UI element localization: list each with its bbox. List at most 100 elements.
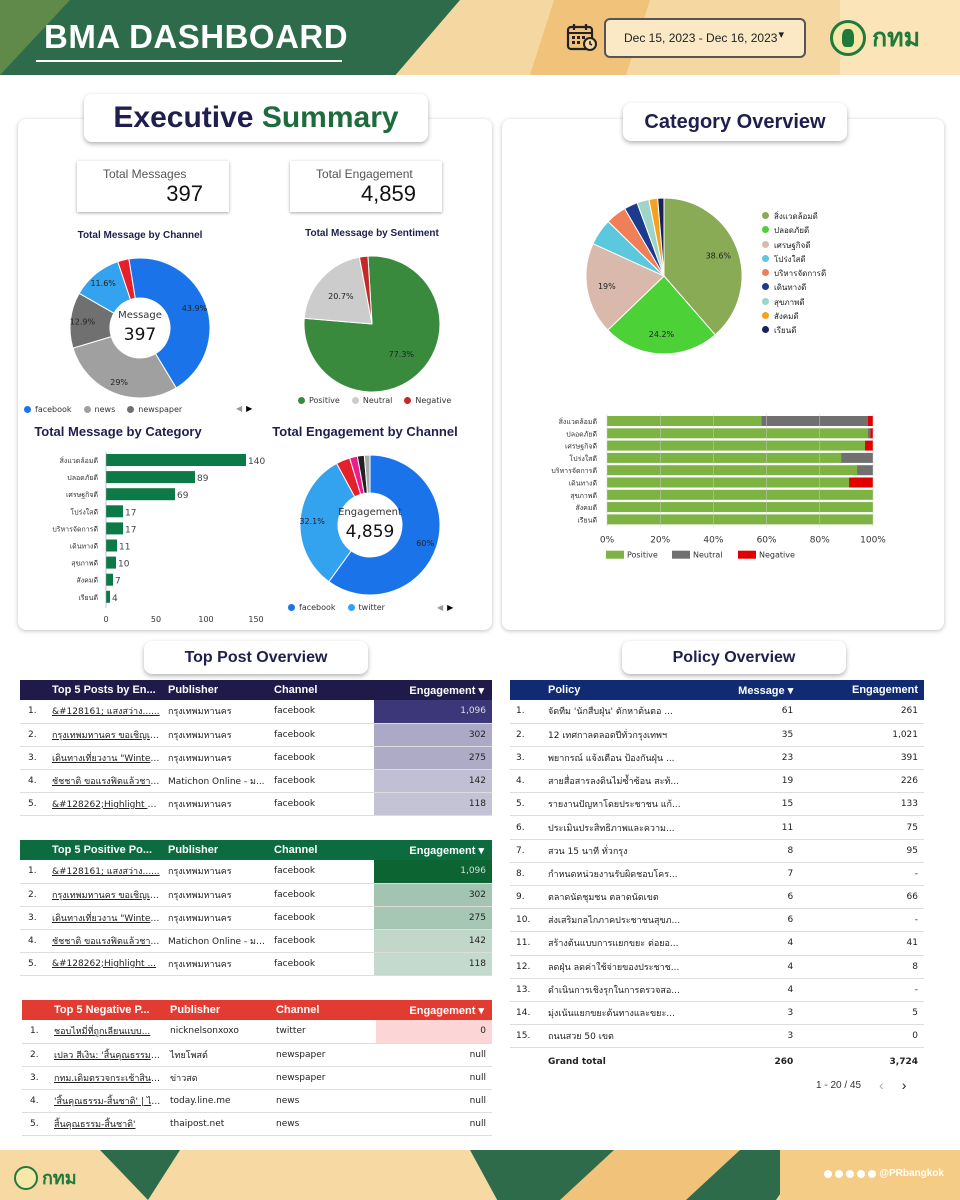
row-index: 4. — [20, 769, 48, 793]
post-link[interactable]: เดินทางเที่ยวงาน "Winter... — [48, 906, 164, 930]
table-row[interactable]: 7. สวน 15 นาที ทั่วกรุง 8 95 — [510, 839, 924, 863]
legend-label: Negative — [759, 551, 795, 560]
table-row[interactable]: 5. &#128262;Highlight ง... กรุงเทพมหานคร fa… — [20, 792, 492, 816]
top-post-overview-title: Top Post Overview — [144, 641, 368, 674]
post-link[interactable]: &#128161; แสงสว่าง...... — [48, 700, 164, 724]
legend-pager[interactable]: ◀ ▶ — [437, 603, 454, 612]
column-header[interactable]: Publisher — [170, 1004, 221, 1016]
column-header[interactable]: Top 5 Positive Po... — [52, 844, 153, 856]
table-row[interactable]: 5. รายงานปัญหาโดยประชาชน แก้... 15 133 — [510, 792, 924, 817]
column-header[interactable]: Engagement — [851, 684, 918, 696]
row-index: 3. — [20, 906, 48, 930]
table-row[interactable]: 3. เดินทางเที่ยวงาน "Winter... กรุงเทพมหาน… — [20, 906, 492, 930]
column-header[interactable]: Message ▾ — [738, 684, 794, 697]
table-row[interactable]: 1. &#128161; แสงสว่าง...... กรุงเทพมหานคร f… — [20, 860, 492, 884]
grand-total-engagement: 3,724 — [889, 1057, 918, 1068]
bar-value-label: 10 — [118, 560, 130, 570]
table-row[interactable]: 13. ดำเนินการเชิงรุกในการตรวจสอ... 4- — [510, 978, 924, 1002]
chevron-right-icon[interactable]: › — [901, 1077, 907, 1093]
date-range-picker[interactable]: Dec 15, 2023 - Dec 16, 2023 ▾ — [604, 18, 806, 58]
engagement-cell: 0 — [376, 1020, 492, 1044]
table-row[interactable]: 3. เดินทางเที่ยวงาน "Winter ... กรุงเทพมหา… — [20, 746, 492, 770]
table-row[interactable]: 4. 'สิ้นคุณธรรม-สิ้นชาติ' | ไทย... today.l… — [22, 1089, 492, 1113]
column-header[interactable]: Policy — [548, 684, 581, 696]
table-row[interactable]: 2. กรุงเทพมหานคร ขอเชิญเที่... กรุงเทพมหาน… — [20, 883, 492, 907]
kpi-label: Total Engagement — [316, 167, 413, 181]
table-row[interactable]: 1. &#128161; แสงสว่าง...... กรุงเทพมหานคร f… — [20, 700, 492, 724]
post-link[interactable]: กทม.เดิมตรวจกระเช้าสินค้า... — [50, 1066, 166, 1090]
column-header[interactable]: Channel — [276, 1004, 320, 1016]
table-row[interactable]: 4. ชัชชาติ ขอแรงฟิตแล้วชา ไ... Matichon On… — [20, 929, 492, 953]
table-row[interactable]: 2. กรุงเทพมหานคร ขอเชิญเที่... กรุงเทพมหาน… — [20, 723, 492, 747]
table-row[interactable]: 12. ลดฝุ่น ลดค่าใช้จ่ายของประชาช... 4 8 — [510, 955, 924, 979]
footer-logo-text: กทม — [42, 1168, 77, 1189]
pie-slice — [363, 454, 371, 494]
stacked-bar-segment — [607, 428, 868, 439]
post-link[interactable]: กรุงเทพมหานคร ขอเชิญเที่... — [48, 723, 164, 747]
legend-label: Positive — [309, 396, 340, 405]
stacked-bar-segment — [607, 502, 873, 513]
legend-label: facebook — [35, 405, 72, 414]
legend-pager[interactable]: ◀ ▶ — [236, 404, 253, 413]
table-row[interactable]: 5. สิ้นคุณธรรม-สิ้นชาติ' thaipost.net news n… — [22, 1112, 492, 1136]
column-header[interactable]: Engagement ▾ — [409, 1004, 484, 1017]
post-link[interactable]: &#128161; แสงสว่าง...... — [48, 860, 164, 884]
post-link[interactable]: กรุงเทพมหานคร ขอเชิญเที่... — [48, 883, 164, 907]
table-row[interactable]: 8. กำหนดหน่วยงานรับผิดชอบโคร... 7- — [510, 862, 924, 887]
table-row[interactable]: 11. สร้างต้นแบบการแยกขยะ ต่อยอ... 4 41 — [510, 931, 924, 956]
policy-table: Policy Message ▾ Engagement 1. จัดทีม 'นักสื… — [510, 680, 924, 1076]
post-link[interactable]: &#128262;Highlight ... — [48, 952, 164, 976]
post-link[interactable]: 'สิ้นคุณธรรม-สิ้นชาติ' | ไทย... — [50, 1089, 166, 1113]
bar-category-label: บริหารจัดการดี — [551, 467, 597, 475]
column-header[interactable]: Engagement ▾ — [409, 684, 484, 697]
pagination: 1 - 20 / 45 ‹ › — [816, 1077, 906, 1093]
table-row[interactable]: 6. ประเมินประสิทธิภาพและความ... 11 75 — [510, 815, 924, 840]
post-link[interactable]: เปลว สีเงิน: 'สิ้นคุณธรรม-สิ้... — [50, 1043, 166, 1067]
column-header[interactable]: Top 5 Negative P... — [54, 1004, 150, 1016]
table-row[interactable]: 1. จัดทีม 'นักสืบฝุ่น' ตักหาต้นตอ ... 61 26… — [510, 700, 924, 724]
table-row[interactable]: 3. พยากรณ์ แจ้งเตือน ป้องกันฝุ่น ... 23 391 — [510, 746, 924, 771]
bar — [106, 454, 246, 466]
grand-total-label: Grand total — [548, 1057, 606, 1068]
post-link[interactable]: &#128262;Highlight ง... — [48, 792, 164, 816]
post-link[interactable]: ชัชชาติ ขอแรงฟิตแล้วชา ไม่... — [48, 769, 164, 793]
axis-tick-label: 80% — [810, 536, 830, 546]
calendar-icon[interactable] — [566, 22, 598, 52]
post-link[interactable]: ชอบไหมี่ที่ถูกเลียนแบบ... — [50, 1020, 166, 1044]
table-row[interactable]: 2. 12 เทศกาลตลอดปีทั่วกรุงเทพฯ 35 1,021 — [510, 723, 924, 747]
table-row[interactable]: 9. ตลาดนัดชุมชน ตลาดนัดเขต 6 66 — [510, 885, 924, 910]
post-link[interactable]: สิ้นคุณธรรม-สิ้นชาติ' — [50, 1112, 166, 1136]
slice-label: 19% — [598, 282, 616, 291]
table-row[interactable]: 1. ชอบไหมี่ที่ถูกเลียนแบบ... nicknelsonxox… — [22, 1020, 492, 1044]
top5-posts-table: Top 5 Posts by En... Publisher Channel Enga… — [20, 680, 492, 816]
legend-swatch — [347, 604, 355, 611]
table-row[interactable]: 4. ชัชชาติ ขอแรงฟิตแล้วชา ไม่... Matichon … — [20, 769, 492, 793]
message-count: 4 — [692, 955, 800, 979]
table-row[interactable]: 14. มุ่งเน้นแยกขยะต้นทางและขยะ... 3 5 — [510, 1001, 924, 1026]
engagement-value: 8 — [799, 955, 924, 979]
table-row[interactable]: 4. สายสื่อสารลงดินไม่ซ้ำซ้อน สะท้... 19 226 — [510, 769, 924, 794]
column-header[interactable]: Channel — [274, 844, 318, 856]
chevron-left-icon[interactable]: ‹ — [879, 1077, 884, 1093]
legend-label: บริหารจัดการดี — [774, 269, 827, 279]
policy-name: จัดทีม 'นักสืบฝุ่น' ตักหาต้นตอ ... — [542, 700, 692, 724]
post-link[interactable]: เดินทางเที่ยวงาน "Winter ... — [48, 746, 164, 770]
table-row[interactable]: 5. &#128262;Highlight ... กรุงเทพมหานคร fac… — [20, 952, 492, 976]
post-link[interactable]: ชัชชาติ ขอแรงฟิตแล้วชา ไ... — [48, 929, 164, 953]
table-row[interactable]: 3. กทม.เดิมตรวจกระเช้าสินค้า... ข่าวสด news… — [22, 1066, 492, 1090]
table-row[interactable]: 10. ส่งเสริมกลไกภาคประชาชนสุขภ... 6- — [510, 908, 924, 933]
column-header[interactable]: Channel — [274, 684, 318, 696]
table-header-row: Policy Message ▾ Engagement — [510, 680, 924, 700]
column-header[interactable]: Publisher — [168, 684, 219, 696]
column-header[interactable]: Engagement ▾ — [409, 844, 484, 857]
policy-name: มุ่งเน้นแยกขยะต้นทางและขยะ... — [542, 1001, 692, 1026]
column-header[interactable]: Publisher — [168, 844, 219, 856]
table-row[interactable]: 2. เปลว สีเงิน: 'สิ้นคุณธรรม-สิ้... ไทยโพส… — [22, 1043, 492, 1067]
bar-category-label: เศรษฐกิจดี — [66, 491, 98, 499]
social-handle[interactable]: @PRbangkok — [824, 1168, 944, 1179]
table-row[interactable]: 15. ถนนสวย 50 เขต 3 0 — [510, 1024, 924, 1049]
legend-swatch — [762, 240, 769, 248]
table-header-row: Top 5 Posts by En... Publisher Channel Enga… — [20, 680, 492, 700]
column-header[interactable]: Top 5 Posts by En... — [52, 684, 156, 696]
publisher-cell: กรุงเทพมหานคร — [164, 723, 270, 747]
